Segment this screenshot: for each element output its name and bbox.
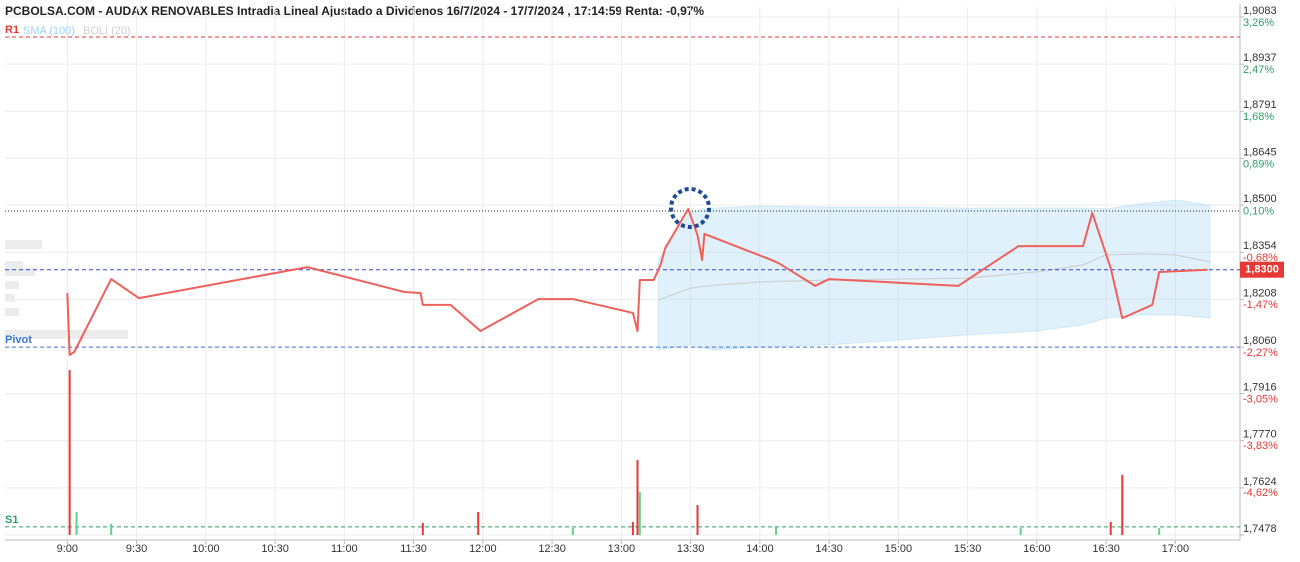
y-tick-label: 1,7624 (1243, 476, 1277, 488)
x-tick-label: 16:00 (1023, 543, 1051, 555)
volume-bar (477, 512, 480, 535)
y2-tick-label: 0,89% (1243, 158, 1274, 170)
x-tick-label: 13:30 (677, 543, 705, 555)
band-line (658, 253, 1211, 301)
legend-entry: SMA (100) (23, 25, 75, 37)
x-tick-label: 12:00 (469, 543, 497, 555)
y-tick-label: 1,8791 (1243, 99, 1277, 111)
volume-bar (631, 522, 634, 535)
volume-bar (421, 523, 424, 535)
volume-bar (1158, 528, 1161, 535)
volume-bar (636, 460, 639, 535)
y2-tick-label: -2,27% (1243, 347, 1278, 359)
y2-tick-label: 3,26% (1243, 17, 1274, 29)
y-tick-label: 1,8354 (1243, 240, 1277, 252)
x-tick-label: 15:30 (954, 543, 982, 555)
y2-tick-label: 2,47% (1243, 64, 1274, 76)
y-tick-label: 1,7770 (1243, 429, 1277, 441)
y-tick-label: 1,8937 (1243, 52, 1277, 64)
y2-tick-label: -4,62% (1243, 487, 1278, 499)
y2-tick-label: 1,68% (1243, 111, 1274, 123)
level-label: Pivot (5, 334, 32, 346)
volume-bar (638, 492, 641, 535)
y2-tick-label: -3,83% (1243, 440, 1278, 452)
x-tick-label: 16:30 (1092, 543, 1120, 555)
y-tick-label: 1,7478 (1243, 523, 1277, 535)
y-tick-label: 1,9083 (1243, 5, 1277, 17)
y-tick-label: 1,8060 (1243, 335, 1277, 347)
y-tick-label: 1,8208 (1243, 287, 1277, 299)
y-tick-label: 1,8500 (1243, 193, 1277, 205)
x-tick-label: 14:30 (815, 543, 843, 555)
volume-bar (1121, 475, 1124, 535)
x-tick-label: 11:00 (331, 543, 358, 555)
y2-tick-label: -0,68% (1243, 252, 1278, 264)
volume-bar (1109, 522, 1112, 535)
volume-bar (1019, 528, 1022, 535)
x-tick-label: 13:00 (608, 543, 636, 555)
price-line (66, 208, 1208, 356)
highlight-circle (669, 187, 711, 229)
last-price-box (1240, 261, 1284, 278)
chart-title: PCBOLSA.COM - AUDAX RENOVABLES Intradia … (5, 4, 704, 18)
volume-bar (696, 505, 699, 535)
y2-tick-label: 0,10% (1243, 205, 1274, 217)
left-profile (5, 240, 128, 339)
x-tick-label: 17:00 (1162, 543, 1190, 555)
x-tick-label: 14:00 (746, 543, 774, 555)
level-label: R1 (5, 24, 19, 36)
level-label: S1 (5, 514, 18, 526)
volume-bar (75, 512, 78, 535)
x-tick-label: 11:30 (400, 543, 427, 555)
x-tick-label: 10:00 (192, 543, 220, 555)
y2-tick-label: -1,47% (1243, 299, 1278, 311)
band-area (657, 199, 1211, 351)
x-tick-label: 15:00 (885, 543, 913, 555)
x-tick-label: 10:30 (261, 543, 289, 555)
legend-entry: BOLI (20) (83, 25, 131, 37)
x-tick-label: 9:30 (126, 543, 147, 555)
last-price-label: 1,8300 (1245, 264, 1279, 276)
volume-bar (775, 526, 778, 535)
volume-bar (571, 528, 574, 535)
volume-bar (68, 370, 71, 535)
x-tick-label: 12:30 (538, 543, 566, 555)
y-tick-label: 1,8645 (1243, 146, 1277, 158)
volume-bar (110, 524, 113, 535)
y-tick-label: 1,7916 (1243, 382, 1277, 394)
y2-tick-label: -3,05% (1243, 393, 1278, 405)
x-tick-label: 9:00 (57, 543, 78, 555)
